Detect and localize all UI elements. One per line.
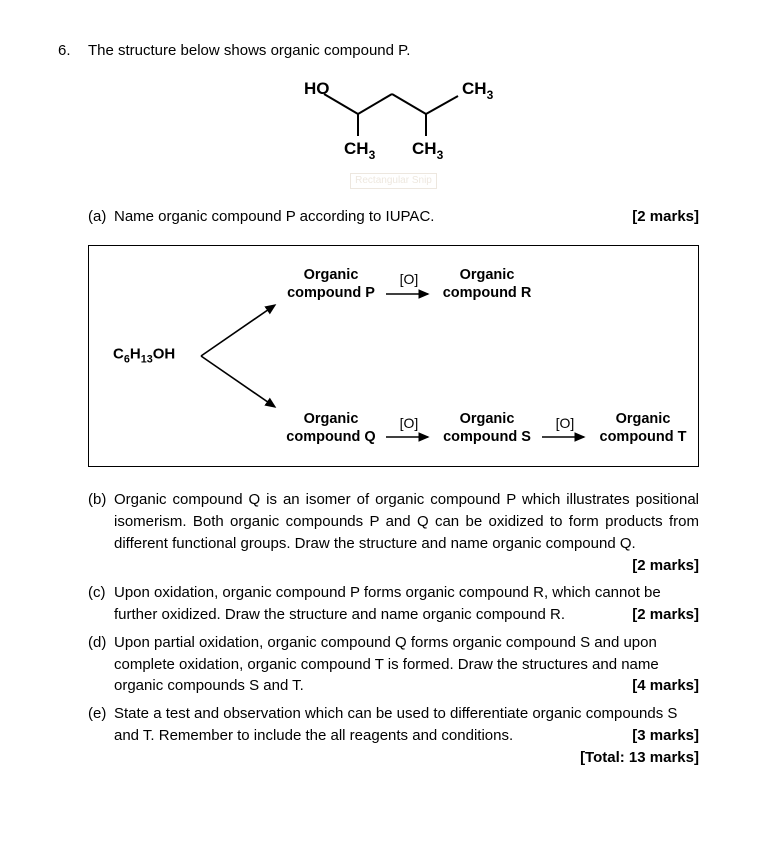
node-organic-p: Organiccompound P: [283, 266, 379, 302]
branch-arrows-icon: [197, 291, 287, 421]
arrow-q-to-s: [O]: [379, 413, 439, 443]
node-organic-s: Organiccompound S: [439, 410, 535, 446]
part-d-label: (d): [88, 632, 114, 697]
svg-text:CH3: CH3: [344, 139, 376, 162]
snip-watermark: Rectangular Snip: [350, 173, 437, 190]
part-b-marks: [2 marks]: [632, 557, 699, 574]
svg-text:CH3: CH3: [412, 139, 444, 162]
molecule-label-ch3-b1: CH3: [344, 139, 376, 162]
part-d-text-line3: organic compounds S and T.: [114, 675, 620, 697]
molecule-label-ch3-b2: CH3: [412, 139, 444, 162]
part-c-text-line1: Upon oxidation, organic compound P forms…: [114, 582, 699, 604]
total-marks: [Total: 13 marks]: [580, 749, 699, 766]
arrow-s-to-t: [O]: [535, 413, 595, 443]
part-c-text-line2: further oxidized. Draw the structure and…: [114, 604, 620, 626]
part-a-label: (a): [88, 206, 114, 228]
molecule-label-ch3-top: CH3: [462, 79, 494, 102]
part-e-text-line1: State a test and observation which can b…: [114, 703, 699, 725]
part-d-text-line1: Upon partial oxidation, organic compound…: [114, 632, 699, 654]
part-c-marks: [2 marks]: [632, 604, 699, 626]
molecule-structure: HO CH3 CH3 CH3 Rectangular Snip: [88, 72, 699, 190]
part-d-marks: [4 marks]: [632, 675, 699, 697]
node-organic-r: Organiccompound R: [439, 266, 535, 302]
arrow-p-to-r: [O]: [379, 269, 439, 299]
question-number: 6.: [58, 40, 88, 768]
part-e-marks: [3 marks]: [632, 725, 699, 747]
part-e-label: (e): [88, 703, 114, 768]
part-c-label: (c): [88, 582, 114, 626]
svg-text:CH3: CH3: [462, 79, 494, 102]
part-d-text-line2: complete oxidation, organic compound T i…: [114, 654, 699, 676]
node-organic-t: Organiccompound T: [595, 410, 691, 446]
part-a-text: Name organic compound P according to IUP…: [114, 206, 620, 228]
question-intro: The structure below shows organic compou…: [88, 40, 699, 62]
part-b-label: (b): [88, 489, 114, 576]
node-organic-q: Organiccompound Q: [283, 410, 379, 446]
reaction-scheme-box: C6H13OH Organiccompound P: [88, 245, 699, 467]
formula-c6h13oh: C6H13OH: [113, 344, 175, 369]
part-b-text: Organic compound Q is an isomer of organ…: [114, 489, 699, 554]
part-a-marks: [2 marks]: [632, 206, 699, 228]
molecule-label-ho: HO: [304, 79, 330, 98]
part-e-text-line2: and T. Remember to include the all reage…: [114, 725, 620, 747]
